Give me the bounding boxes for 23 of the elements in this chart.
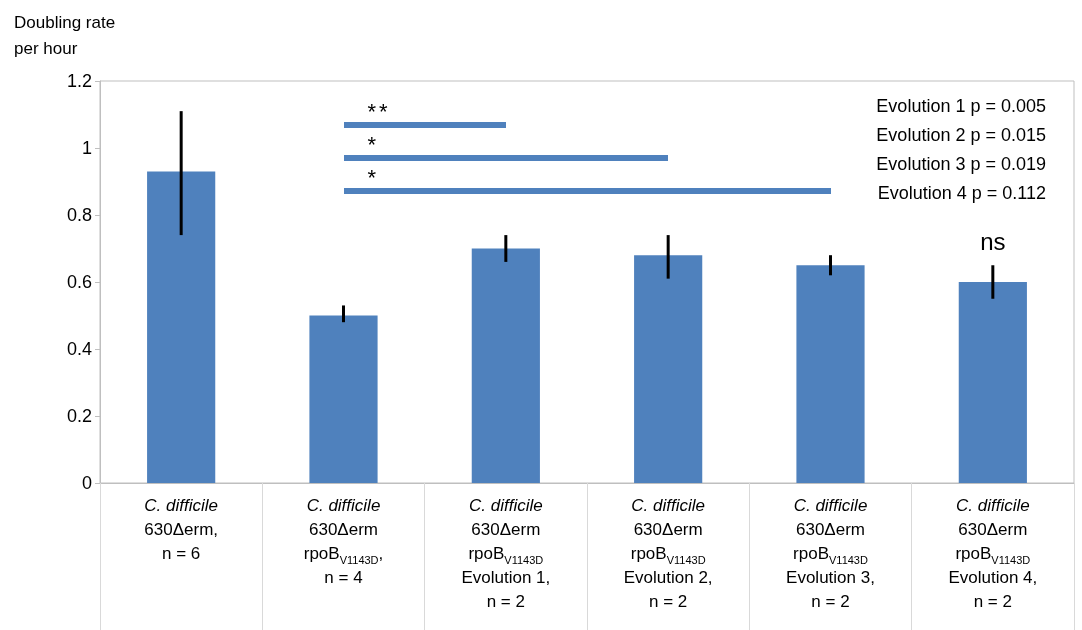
bar: [634, 255, 703, 483]
bar: [147, 171, 216, 483]
y-tick-label: 1.2: [66, 71, 92, 91]
annotation: **: [367, 99, 391, 125]
x-tick-label: C. difficile 630Δerm, n = 6: [144, 495, 219, 563]
annotation: *: [367, 132, 380, 158]
y-tick-label: 0.2: [66, 406, 92, 426]
y-tick-label: 0.6: [66, 272, 92, 292]
y-tick-label: 0: [81, 473, 92, 493]
bar: [958, 282, 1027, 483]
y-tick-label: 0.4: [66, 339, 92, 359]
y-axis-title: Doubling rate per hour: [14, 12, 116, 60]
annotation: *: [367, 165, 380, 191]
bar: [796, 265, 865, 483]
annotation: Evolution 1 p = 0.005: [876, 96, 1046, 117]
y-tick-label: 1: [81, 138, 92, 158]
annotation: Evolution 3 p = 0.019: [876, 154, 1046, 175]
annotation: Evolution 2 p = 0.015: [876, 125, 1046, 146]
y-tick-label: 0.8: [66, 205, 92, 225]
bar: [471, 248, 540, 483]
annotation: Evolution 4 p = 0.112: [877, 183, 1046, 204]
annotation: ns: [980, 228, 1006, 256]
bar: [309, 315, 378, 483]
